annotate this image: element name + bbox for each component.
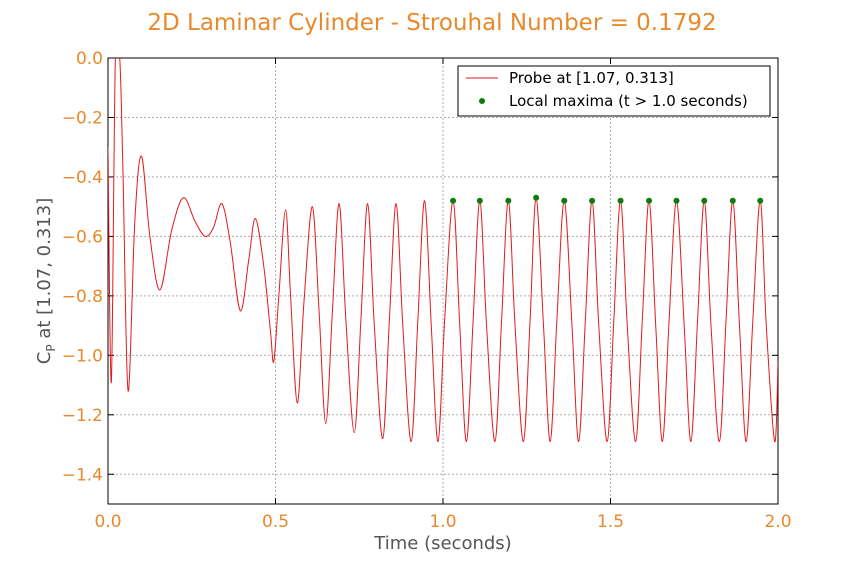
- data-layer: [108, 58, 778, 443]
- grid-lines: [107, 57, 779, 504]
- y-axis-label-location: at [1.07, 0.313]: [34, 198, 55, 345]
- local-maximum-point: [476, 197, 483, 204]
- legend-entry-probe: Probe at [1.07, 0.313]: [509, 69, 674, 87]
- local-maximum-point: [561, 197, 568, 204]
- local-maximum-point: [646, 197, 653, 204]
- y-tick-label: −0.4: [62, 168, 103, 188]
- y-tick-label: −0.8: [62, 287, 103, 307]
- x-tick-label: 2.0: [764, 512, 791, 532]
- series-line-probe: [108, 58, 778, 443]
- local-maximum-point: [589, 197, 596, 204]
- x-tick-label: 0.5: [262, 512, 289, 532]
- legend-entry-maxima: Local maxima (t > 1.0 seconds): [509, 92, 748, 110]
- local-maximum-point: [617, 197, 624, 204]
- chart-title: 2D Laminar Cylinder - Strouhal Number = …: [147, 10, 716, 36]
- y-tick-label: −0.6: [62, 227, 103, 247]
- local-maximum-point: [450, 197, 457, 204]
- legend-box: [457, 65, 771, 117]
- y-axis-label-symbol: C: [34, 352, 55, 365]
- legend: Probe at [1.07, 0.313] Local maxima (t >…: [457, 65, 771, 117]
- y-tick-label: −1.2: [62, 406, 103, 426]
- local-maximum-point: [505, 197, 512, 204]
- y-tick-label: −1.4: [62, 465, 103, 485]
- x-axis-label: Time (seconds): [373, 533, 511, 554]
- y-axis-label: CP at [1.07, 0.313]: [34, 198, 58, 364]
- y-tick-label: −0.2: [62, 108, 103, 128]
- legend-marker-swatch: [479, 98, 485, 104]
- local-maximum-point: [673, 197, 680, 204]
- y-tick-label: −1.0: [62, 346, 103, 366]
- local-maximum-point: [533, 194, 540, 201]
- y-tick-label: 0.0: [76, 49, 103, 69]
- y-axis-label-subscript: P: [44, 344, 58, 351]
- x-tick-label: 1.5: [597, 512, 624, 532]
- x-tick-label: 1.0: [429, 512, 456, 532]
- x-tick-label: 0.0: [94, 512, 121, 532]
- axis-ticks: 0.0 0.5 1.0 1.5 2.0 0.0 −0.2 −0.4 −0.6 −0.8 −1.0 −1…: [62, 49, 792, 532]
- local-maximum-point: [701, 197, 708, 204]
- plot-area-frame: [107, 57, 779, 505]
- local-maximum-point: [757, 197, 764, 204]
- local-maximum-point: [729, 197, 736, 204]
